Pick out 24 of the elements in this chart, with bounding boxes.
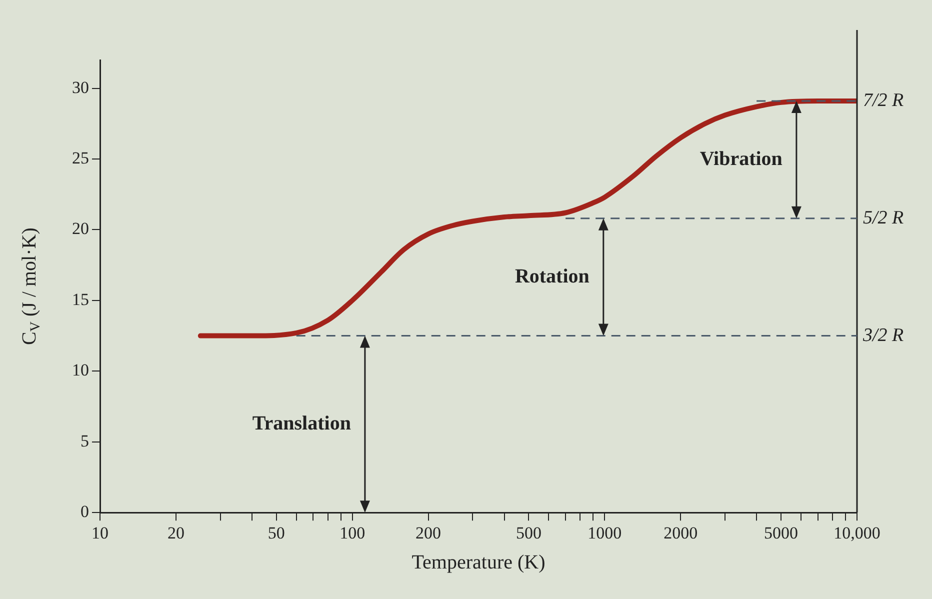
y-tick-label: 20 [72, 219, 89, 238]
annotation: Vibration [700, 148, 782, 170]
ref-line-label: 7/2 R [863, 90, 904, 112]
x-tick-label: 1000 [588, 523, 622, 542]
annotation: Rotation [514, 265, 590, 288]
x-tick-label: 20 [167, 523, 184, 542]
x-tick-label: 200 [416, 523, 442, 542]
y-tick-label: 10 [72, 360, 89, 380]
x-tick-label: 100 [340, 523, 366, 542]
x-tick-label: 50 [268, 523, 285, 542]
y-tick-label: 15 [72, 290, 89, 309]
x-tick-label: 5000 [764, 523, 798, 542]
x-tick-label: 2000 [664, 523, 698, 542]
y-tick-label: 30 [72, 78, 89, 97]
x-axis-title: Temperature (K) [412, 551, 546, 574]
annotation: Translation [252, 412, 351, 434]
ref-line-label: 5/2 R [863, 207, 904, 228]
x-tick-label: 500 [516, 523, 542, 542]
y-axis-title: CV (J / mol·K) [18, 228, 44, 345]
x-tick-label: 10,000 [834, 523, 880, 542]
ref-line-label: 3/2 R [862, 324, 904, 346]
y-tick-label: 0 [80, 502, 89, 522]
y-tick-label: 25 [72, 148, 89, 168]
y-tick-label: 5 [80, 431, 89, 450]
